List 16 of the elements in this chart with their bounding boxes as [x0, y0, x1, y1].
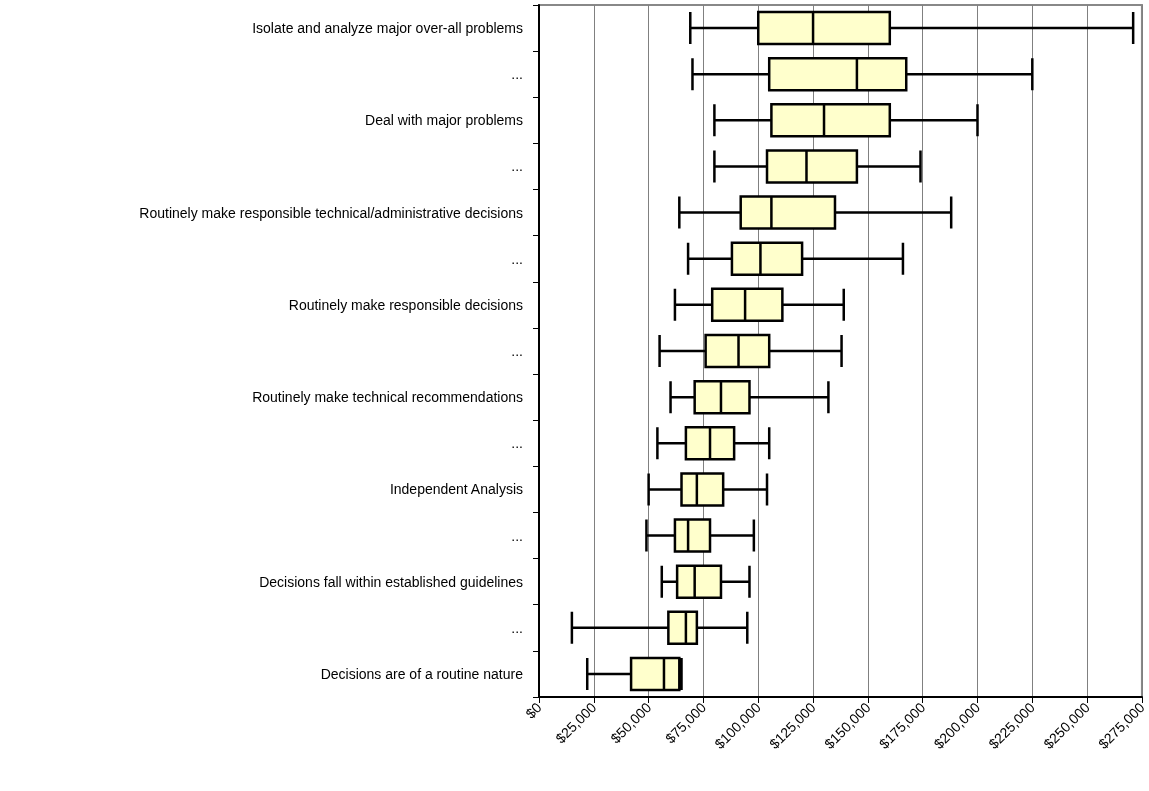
- y-tick-label: Routinely make responsible technical/administrative decisions: [139, 204, 523, 221]
- y-tick-label: ...: [511, 527, 523, 544]
- y-tick-label: Routinely make responsible decisions: [288, 296, 523, 313]
- y-tick-label: ...: [511, 66, 523, 83]
- y-tick-label: Deal with major problems: [365, 112, 523, 129]
- y-tick-label: Isolate and analyze major over-all problems: [252, 20, 523, 37]
- y-tick-label: Independent Analysis: [389, 481, 523, 498]
- y-tick-label: ...: [511, 343, 523, 359]
- y-tick-label: ...: [511, 250, 523, 267]
- y-tick-label: ...: [511, 619, 523, 636]
- y-tick-label: Decisions are of a routine nature: [320, 665, 524, 682]
- x-tick-label: $0: [522, 699, 545, 722]
- y-tick-label: Decisions fall within established guidelines: [259, 573, 523, 590]
- y-tick-label: Routinely make technical recommendations: [252, 389, 523, 406]
- y-tick-label: ...: [511, 158, 523, 175]
- y-tick-label: ...: [511, 435, 523, 452]
